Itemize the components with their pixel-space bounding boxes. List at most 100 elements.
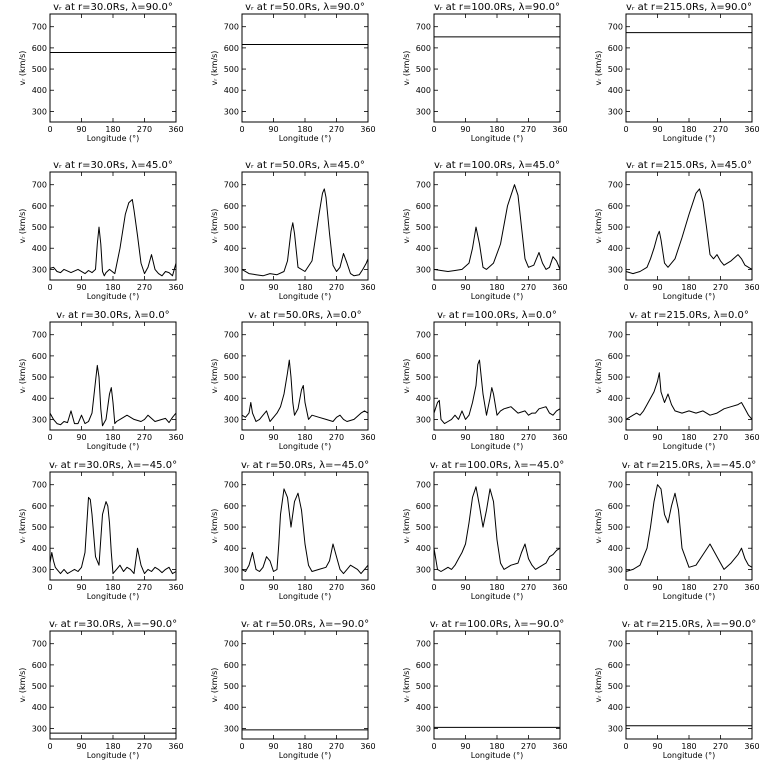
x-tick-label: 180 [105,433,120,442]
y-tick-label: 700 [32,481,47,490]
x-tick-label: 360 [168,583,183,592]
chart-title: vᵣ at r=215.0Rs, λ=−45.0° [622,460,757,471]
chart-title: vᵣ at r=100.0Rs, λ=90.0° [434,2,560,13]
chart-panel: vᵣ at r=215.0Rs, λ=45.0° 300 400 500 600 700 0… [594,160,760,301]
y-tick-label: 600 [224,661,239,670]
chart-panel: vᵣ at r=30.0Rs, λ=0.0° 300 400 500 600 700 0 90… [18,310,184,451]
series-line [625,372,753,420]
y-tick-label: 700 [224,481,239,490]
y-axis-label: vᵣ (km/s) [402,209,411,244]
y-tick-label: 600 [416,44,431,53]
chart-title: vᵣ at r=215.0Rs, λ=90.0° [626,2,752,13]
x-tick-label: 180 [105,283,120,292]
x-tick-label: 270 [521,125,536,134]
x-tick-label: 180 [681,125,696,134]
y-tick-label: 500 [32,523,47,532]
x-tick-label: 270 [137,742,152,751]
y-tick-label: 400 [608,394,623,403]
y-tick-label: 700 [416,481,431,490]
x-axis-label: Longitude (°) [471,292,524,301]
x-tick-label: 90 [460,742,470,751]
x-tick-label: 180 [297,125,312,134]
plot-frame [241,13,369,123]
y-tick-label: 400 [224,703,239,712]
y-tick-label: 500 [416,373,431,382]
y-tick-label: 400 [32,86,47,95]
y-tick-label: 500 [416,682,431,691]
y-tick-label: 400 [224,244,239,253]
chart-panel: vᵣ at r=50.0Rs, λ=90.0° 300 400 500 600 700 0 9… [210,2,376,143]
chart-panel: vᵣ at r=50.0Rs, λ=−45.0° 300 400 500 600 700 0… [210,460,376,601]
x-tick-label: 270 [713,433,728,442]
y-tick-label: 300 [224,565,239,574]
x-tick-label: 360 [744,283,759,292]
x-tick-label: 0 [623,742,628,751]
chart-panel: vᵣ at r=215.0Rs, λ=0.0° 300 400 500 600 700 0 9… [594,310,760,451]
y-tick-label: 500 [224,223,239,232]
x-tick-label: 360 [552,125,567,134]
y-tick-label: 500 [608,65,623,74]
x-tick-label: 360 [360,433,375,442]
x-tick-label: 180 [489,433,504,442]
x-axis-label: Longitude (°) [471,442,524,451]
y-axis-label: vᵣ (km/s) [594,359,603,394]
y-axis-label: vᵣ (km/s) [402,509,411,544]
x-tick-label: 0 [623,125,628,134]
y-tick-label: 400 [32,544,47,553]
y-tick-label: 400 [608,544,623,553]
plot-frame [625,171,753,281]
x-tick-label: 90 [652,283,662,292]
plot-frame [625,13,753,123]
x-tick-label: 90 [268,125,278,134]
y-tick-label: 700 [416,640,431,649]
y-tick-label: 500 [32,373,47,382]
chart-title: vᵣ at r=100.0Rs, λ=45.0° [434,160,560,171]
chart-title: vᵣ at r=30.0Rs, λ=45.0° [53,160,173,171]
x-axis-label: Longitude (°) [663,134,716,143]
series-line [241,359,369,422]
x-tick-label: 270 [137,433,152,442]
x-tick-label: 270 [329,433,344,442]
chart-panel: vᵣ at r=30.0Rs, λ=−45.0° 300 400 500 600 700 0… [18,460,184,601]
series-line [49,496,177,575]
y-tick-label: 300 [608,415,623,424]
x-tick-label: 90 [652,583,662,592]
x-tick-label: 180 [105,742,120,751]
x-tick-label: 180 [105,125,120,134]
y-tick-label: 600 [416,202,431,211]
y-tick-label: 700 [608,181,623,190]
y-tick-label: 600 [32,502,47,511]
x-axis-label: Longitude (°) [87,592,140,601]
y-tick-label: 600 [224,44,239,53]
plot-frame [49,321,177,431]
plot-frame [625,321,753,431]
x-tick-label: 180 [681,283,696,292]
chart-panel: vᵣ at r=30.0Rs, λ=90.0° 300 400 500 600 700 0 9… [18,2,184,143]
y-axis-label: vᵣ (km/s) [18,668,27,703]
chart-panel: vᵣ at r=215.0Rs, λ=−45.0° 300 400 500 600 700… [594,460,760,601]
x-tick-label: 0 [239,433,244,442]
x-tick-label: 180 [105,583,120,592]
x-tick-label: 90 [76,125,86,134]
y-tick-label: 500 [224,373,239,382]
x-tick-label: 270 [713,742,728,751]
y-tick-label: 600 [32,352,47,361]
y-tick-label: 400 [608,703,623,712]
y-tick-label: 400 [224,544,239,553]
y-tick-label: 400 [32,703,47,712]
series-line [49,364,177,427]
x-tick-label: 180 [297,742,312,751]
plot-frame [433,13,561,123]
plot-frame [49,630,177,740]
chart-title: vᵣ at r=30.0Rs, λ=0.0° [56,310,169,321]
y-tick-label: 300 [32,565,47,574]
y-tick-label: 300 [416,265,431,274]
y-tick-label: 500 [416,223,431,232]
chart-panel: vᵣ at r=215.0Rs, λ=−90.0° 300 400 500 600 700… [594,619,760,760]
x-tick-label: 90 [76,742,86,751]
y-tick-label: 500 [32,682,47,691]
x-axis-label: Longitude (°) [663,592,716,601]
x-axis-label: Longitude (°) [279,751,332,760]
y-tick-label: 600 [32,661,47,670]
